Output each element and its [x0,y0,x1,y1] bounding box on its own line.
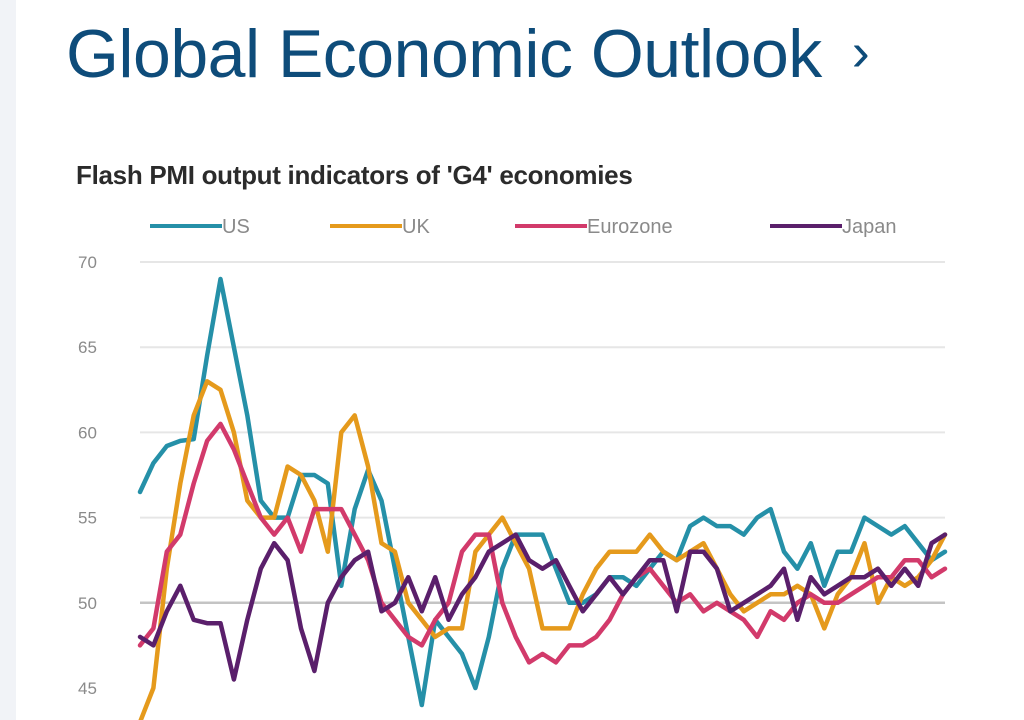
legend-item-uk: UK [330,216,430,238]
page-title[interactable]: Global Economic Outlook [66,16,822,92]
legend-label: US [222,216,250,238]
chart-legend: US UK Eurozone Japan [150,216,897,238]
y-tick-label: 65 [78,338,97,357]
y-tick-label: 55 [78,509,97,528]
y-tick-label: 45 [78,679,97,698]
grid-lines [140,261,945,605]
chart-title: Flash PMI output indicators of 'G4' econ… [76,160,633,190]
series-lines [137,276,948,720]
y-tick-label: 50 [78,594,97,613]
legend-item-eurozone: Eurozone [515,216,673,238]
y-tick-label: 60 [78,423,97,442]
legend-label: Japan [842,216,897,238]
y-axis-ticks: 45 50 55 60 65 70 [78,253,97,698]
series-line-us [137,276,948,708]
legend-label: UK [402,216,430,238]
y-tick-label: 70 [78,253,97,272]
series-line-eurozone [137,421,948,665]
legend-label: Eurozone [587,216,673,238]
section-header[interactable]: Global Economic Outlook › [66,14,870,94]
legend-item-japan: Japan [770,216,897,238]
chevron-right-icon[interactable]: › [851,22,870,82]
series-line-japan [137,532,948,682]
left-gutter [0,0,16,720]
legend-item-us: US [150,216,250,238]
